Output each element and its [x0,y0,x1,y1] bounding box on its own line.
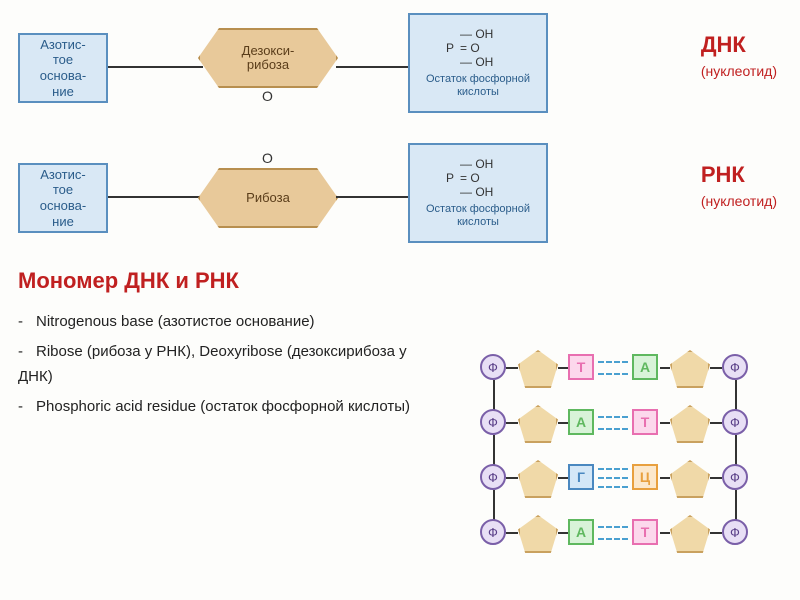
pair-row: Ф Т А Ф [480,340,760,395]
hydrogen-bond [598,468,628,470]
phosphate-caption: Остаток фосфорной кислоты [414,73,542,99]
side-sub: (нуклеотид) [701,63,777,79]
phosphate-circle: Ф [480,354,506,380]
oxygen-label: O [262,88,273,104]
connector-line [336,196,411,198]
p-atom: P [446,171,454,185]
backbone-line [710,367,722,369]
hex-shape: Дезокси- рибоза [198,28,338,88]
backbone-line [558,477,568,479]
nitrogenous-base-box: Азотис- тое основа- ние [18,163,108,233]
sugar-pentagon [518,515,558,553]
backbone-line [506,477,518,479]
connector-line [108,66,203,68]
sugar-pentagon [670,405,710,443]
phosphate-box: P — OH = O — OH Остаток фосфорной кислот… [408,13,548,113]
phosphate-circle: Ф [480,519,506,545]
base-label: Азотис- тое основа- ние [40,37,86,99]
sugar-pentagon [670,515,710,553]
backbone-line [710,532,722,534]
connector-line [108,196,203,198]
side-sub: (нуклеотид) [701,193,777,209]
side-title: РНК [701,162,745,187]
base-pair-diagram: Ф Т А Ф Ф А Т Ф Ф Г Ц Ф Ф А Т [480,340,760,580]
backbone-line [506,367,518,369]
list-item: -Ribose (рибоза у РНК), Deoxyribose (дез… [18,339,438,390]
pair-row: Ф Г Ц Ф [480,450,760,505]
backbone-line [710,477,722,479]
rna-side-label: РНК (нуклеотид) [701,163,777,211]
phosphate-circle: Ф [722,464,748,490]
bullet-list: -Nitrogenous base (азотистое основание) … [18,309,438,419]
nitrogenous-base-box: Азотис- тое основа- ние [18,33,108,103]
backbone-line [660,477,670,479]
phosphate-formula: P — OH = O — OH [438,27,518,69]
hydrogen-bond [598,477,628,479]
sugar-label: Рибоза [246,191,290,205]
base-square-right: Ц [632,464,658,490]
base-square-right: Т [632,519,658,545]
phosphate-box: P — OH = O — OH Остаток фосфорной кислот… [408,143,548,243]
connector-line [336,66,411,68]
base-square-left: Т [568,354,594,380]
base-square-left: А [568,409,594,435]
hydrogen-bond [598,416,628,418]
hydrogen-bond [598,538,628,540]
backbone-line [506,422,518,424]
phosphate-formula: P — OH = O — OH [438,157,518,199]
hydrogen-bond [598,428,628,430]
list-item: -Nitrogenous base (азотистое основание) [18,309,438,335]
hydrogen-bond [598,486,628,488]
dna-side-label: ДНК (нуклеотид) [701,33,777,81]
phosphate-circle: Ф [722,354,748,380]
backbone-line [558,532,568,534]
oxygen-label: O [262,150,273,166]
phosphate-caption: Остаток фосфорной кислоты [414,203,542,229]
deoxyribose-hex: Дезокси- рибоза [198,28,338,88]
base-square-right: А [632,354,658,380]
backbone-line [558,367,568,369]
hex-shape: Рибоза [198,168,338,228]
phosphate-circle: Ф [480,464,506,490]
pair-row: Ф А Т Ф [480,395,760,450]
pair-row: Ф А Т Ф [480,505,760,560]
backbone-line [710,422,722,424]
backbone-line [506,532,518,534]
rna-nucleotide-row: Азотис- тое основа- ние Рибоза O P — OH … [8,138,792,258]
sugar-pentagon [670,350,710,388]
phosphate-circle: Ф [480,409,506,435]
base-square-right: Т [632,409,658,435]
sugar-pentagon [670,460,710,498]
backbone-line [660,532,670,534]
backbone-line [660,422,670,424]
sugar-label: Дезокси- рибоза [242,44,295,73]
side-title: ДНК [701,32,746,57]
section-title: Мономер ДНК и РНК [18,268,792,294]
backbone-line [558,422,568,424]
base-square-left: Г [568,464,594,490]
base-label: Азотис- тое основа- ние [40,167,86,229]
phosphate-circle: Ф [722,519,748,545]
sugar-pentagon [518,460,558,498]
dna-nucleotide-row: Азотис- тое основа- ние Дезокси- рибоза … [8,8,792,128]
backbone-line [660,367,670,369]
base-square-left: А [568,519,594,545]
p-atom: P [446,41,454,55]
hydrogen-bond [598,373,628,375]
ribose-hex: Рибоза [198,168,338,228]
hydrogen-bond [598,526,628,528]
sugar-pentagon [518,350,558,388]
sugar-pentagon [518,405,558,443]
phosphate-circle: Ф [722,409,748,435]
list-item: -Phosphoric acid residue (остаток фосфор… [18,394,438,420]
hydrogen-bond [598,361,628,363]
